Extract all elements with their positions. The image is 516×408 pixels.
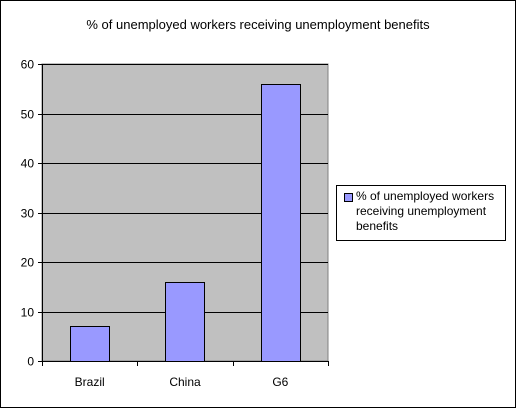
x-tick-label: Brazil	[75, 375, 105, 389]
x-tick-label: China	[169, 375, 201, 389]
y-tick-label: 40	[21, 157, 35, 171]
bar-g6	[261, 84, 301, 362]
y-tick-label: 50	[21, 108, 35, 122]
legend-swatch	[344, 193, 353, 202]
legend: % of unemployed workers receiving unempl…	[336, 185, 506, 241]
bars	[70, 84, 301, 362]
x-axis: Brazil China G6	[42, 361, 329, 389]
y-tick-label: 30	[21, 207, 35, 221]
bar-china	[165, 282, 205, 362]
chart-title: % of unemployed workers receiving unempl…	[86, 17, 430, 32]
y-axis: 0 10 20 30 40 50 60	[21, 58, 43, 369]
x-tick-label: G6	[272, 375, 288, 389]
y-tick-label: 10	[21, 306, 35, 320]
y-tick-label: 60	[21, 58, 35, 72]
y-tick-label: 0	[27, 355, 34, 369]
bar-brazil	[70, 326, 110, 362]
legend-label: % of unemployed workers receiving unempl…	[356, 189, 495, 233]
y-tick-label: 20	[21, 256, 35, 270]
